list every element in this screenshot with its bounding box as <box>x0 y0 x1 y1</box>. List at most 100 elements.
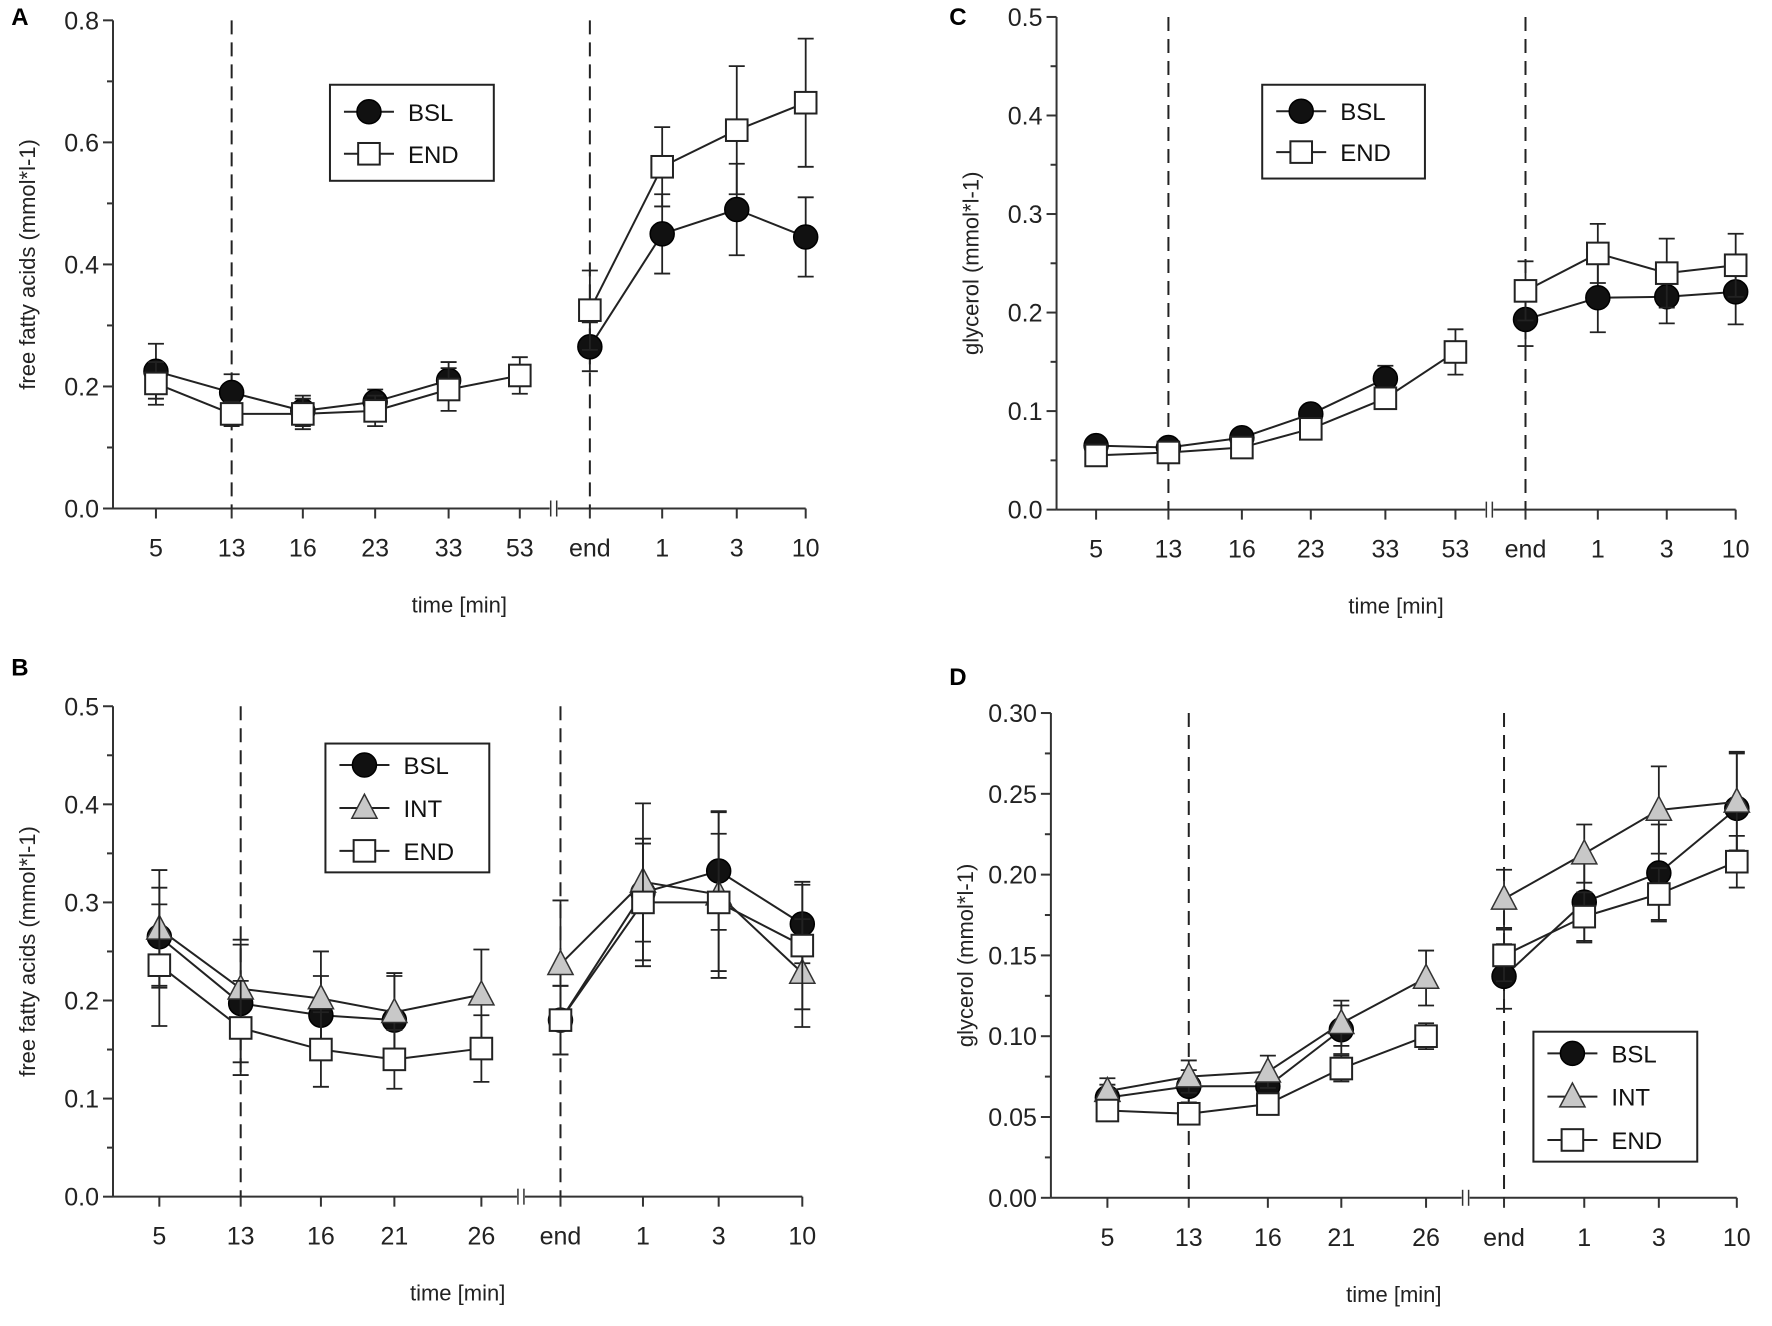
x-tick-label: 10 <box>788 1223 816 1251</box>
series-line <box>1340 977 1427 1025</box>
x-tick-label: 1 <box>1591 536 1605 564</box>
data-point-int <box>1570 838 1599 865</box>
x-tick-label: 16 <box>307 1223 335 1251</box>
y-tick-label: 0.0 <box>1008 497 1043 525</box>
x-tick-label: 23 <box>361 535 389 563</box>
series-line <box>642 880 719 896</box>
legend-label: INT <box>403 796 442 823</box>
series-line <box>1267 1067 1342 1105</box>
data-point-end <box>548 1008 573 1032</box>
y-tick-label: 0.25 <box>988 781 1037 809</box>
data-point-int <box>1412 962 1440 990</box>
series-line <box>1107 1085 1189 1099</box>
series-line <box>394 993 482 1014</box>
x-tick-label: end <box>569 535 611 563</box>
x-tick-label: 26 <box>1412 1224 1440 1252</box>
legend-box <box>1261 83 1426 180</box>
legend-label: END <box>1611 1128 1662 1155</box>
x-tick-label: 16 <box>1254 1224 1282 1252</box>
data-point-end <box>1299 417 1323 441</box>
y-tick-label: 0.2 <box>1008 300 1043 328</box>
panel-letter: B <box>11 655 28 682</box>
series-line <box>1267 1028 1342 1088</box>
data-point-bsl <box>792 224 819 250</box>
y-tick-label: 0.5 <box>1008 4 1043 32</box>
series-line <box>589 233 664 348</box>
x-tick-label: 26 <box>467 1223 495 1251</box>
series-line <box>240 1002 322 1017</box>
y-tick-label: 0.2 <box>64 988 99 1016</box>
series-line <box>1525 252 1599 292</box>
series-line <box>302 409 376 415</box>
legend: BSL INT END <box>324 742 491 874</box>
series-line <box>718 870 803 925</box>
series-line <box>642 870 719 894</box>
x-tick-label: 21 <box>380 1223 408 1251</box>
data-point-bsl <box>649 221 675 247</box>
x-tick-label: 3 <box>730 535 744 563</box>
data-point-int <box>380 996 409 1024</box>
series-line <box>1658 807 1738 874</box>
data-point-end <box>706 890 731 915</box>
x-tick-label: 23 <box>1297 536 1325 564</box>
legend-marker-end <box>352 839 377 863</box>
x-axis-title: time [min] <box>1346 1282 1441 1307</box>
x-axis-title: time [min] <box>410 1281 505 1306</box>
legend-label: BSL <box>403 753 448 780</box>
series-line <box>1107 1075 1189 1093</box>
data-point-end <box>144 371 168 396</box>
x-tick-label: 13 <box>227 1223 255 1251</box>
y-tick-label: 0.4 <box>64 791 99 819</box>
series-line <box>448 374 520 391</box>
data-point-end <box>1230 435 1254 460</box>
series-line <box>374 388 449 412</box>
panel-d: D0.000.050.100.150.200.250.305 13 16 21 26 en… <box>949 664 1751 1307</box>
legend-marker-bsl <box>1559 1040 1586 1067</box>
data-point-end <box>1373 386 1398 411</box>
y-tick-label: 0.0 <box>64 1184 99 1212</box>
series-line <box>1188 1070 1268 1078</box>
y-tick-label: 0.1 <box>64 1086 99 1114</box>
data-point-end <box>1095 1098 1120 1123</box>
y-axis-title: free fatty acids (mmol*l-1) <box>15 139 40 390</box>
series-line <box>1096 451 1169 457</box>
x-tick-label: 1 <box>1577 1224 1591 1252</box>
x-tick-label: 3 <box>712 1223 726 1251</box>
legend-marker-end <box>1289 140 1314 164</box>
data-point-end <box>1492 943 1516 968</box>
data-point-end <box>1443 340 1468 364</box>
y-tick-label: 0.3 <box>1008 201 1043 229</box>
data-point-end <box>793 90 818 115</box>
data-point-int <box>1490 883 1518 910</box>
data-point-end <box>363 399 387 423</box>
series-line <box>320 1048 395 1061</box>
data-point-end <box>790 933 815 958</box>
series-end <box>144 37 818 431</box>
series-line <box>1583 872 1660 904</box>
data-point-end <box>219 402 244 426</box>
series-line <box>394 1047 482 1061</box>
x-tick-label: end <box>1483 1224 1525 1252</box>
x-tick-label: 5 <box>152 1223 166 1251</box>
legend-marker-bsl <box>356 99 382 125</box>
data-point-end <box>147 953 172 977</box>
x-tick-label: 10 <box>1723 1224 1751 1252</box>
series-line <box>158 964 242 1029</box>
data-point-int <box>1327 1007 1356 1035</box>
y-tick-label: 0.00 <box>988 1185 1037 1213</box>
series-line <box>158 935 242 1005</box>
data-point-end <box>1723 253 1748 278</box>
y-tick-label: 0.3 <box>64 889 99 917</box>
data-point-end <box>1176 1101 1201 1126</box>
panel-letter: D <box>949 664 966 691</box>
x-tick-label: 16 <box>1228 536 1256 564</box>
y-tick-label: 0.10 <box>988 1023 1037 1051</box>
y-tick-label: 0.05 <box>988 1104 1037 1132</box>
series-end <box>147 832 815 1090</box>
x-tick-label: 16 <box>289 535 317 563</box>
series-line <box>1340 1035 1427 1070</box>
data-point-int <box>1644 794 1673 821</box>
data-point-end <box>1725 849 1749 874</box>
x-tick-label: end <box>1505 536 1547 564</box>
series-line <box>661 129 738 168</box>
